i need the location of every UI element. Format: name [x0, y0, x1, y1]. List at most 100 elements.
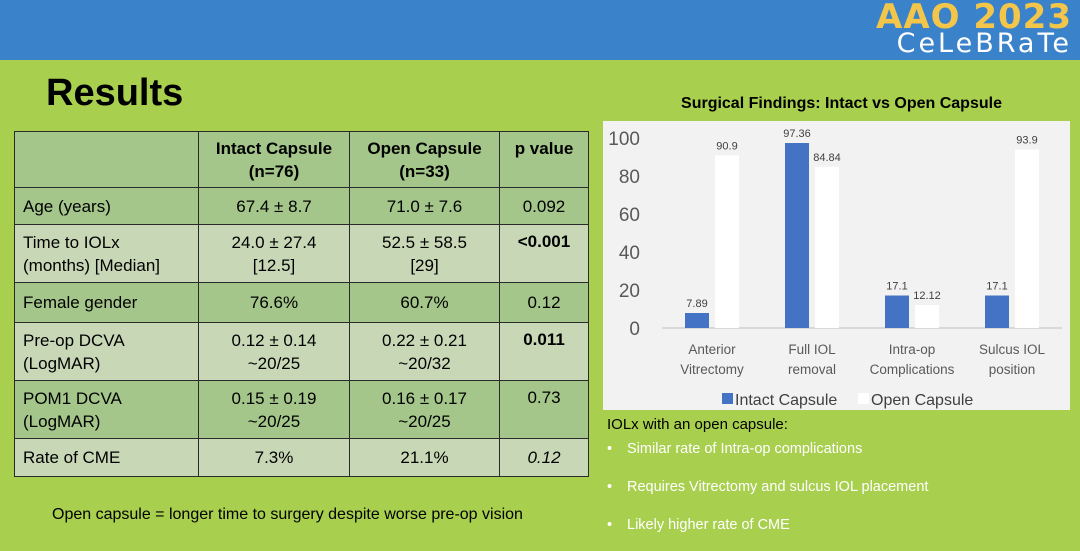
row-label: Rate of CME — [14, 438, 199, 477]
header-open-line1: Open Capsule — [367, 138, 482, 158]
row-label: POM1 DCVA (LogMAR) — [14, 380, 199, 439]
cell-text: ~20/32 — [398, 353, 451, 373]
notes-heading: IOLx with an open capsule: — [607, 416, 788, 433]
data-label: 90.9 — [716, 140, 737, 152]
table-row: Rate of CME 7.3% 21.1% 0.12 — [14, 438, 589, 477]
note-text: Similar rate of Intra-op complications — [627, 441, 863, 457]
cell-text: Time to IOLx — [23, 232, 120, 252]
bar — [815, 166, 839, 328]
intact-cell: 76.6% — [198, 282, 350, 323]
x-tick-label: Complications — [870, 362, 955, 377]
open-cell: 21.1% — [349, 438, 500, 477]
aao-logo: AAO 2023 CeLeBRaTe — [876, 0, 1072, 57]
y-tick-label: 100 — [608, 129, 640, 150]
note-text: Likely higher rate of CME — [627, 517, 790, 533]
open-cell: 71.0 ± 7.6 — [349, 187, 500, 225]
bar — [715, 155, 739, 328]
pvalue-cell: <0.001 — [499, 224, 589, 283]
cell-text: Age (years) — [23, 196, 111, 216]
x-tick-label: Vitrectomy — [680, 362, 744, 377]
bar — [1015, 149, 1039, 328]
cell-text: (LogMAR) — [23, 411, 101, 431]
pvalue-cell: 0.011 — [499, 322, 589, 381]
y-tick-label: 20 — [619, 281, 640, 302]
cell-text: 0.16 ± 0.17 — [382, 388, 467, 408]
intact-cell: 7.3% — [198, 438, 350, 477]
cell-text: ~20/25 — [247, 411, 301, 431]
x-tick-label: Anterior — [688, 342, 736, 357]
header-pvalue: p value — [499, 131, 589, 188]
cell-text: [12.5] — [252, 255, 296, 275]
cell-text: (months) [Median] — [23, 255, 160, 275]
pvalue-cell: 0.73 — [499, 380, 589, 439]
x-tick-label: position — [989, 362, 1036, 377]
cell-text: 0.12 — [527, 448, 561, 467]
y-tick-label: 40 — [619, 243, 640, 264]
bar — [885, 295, 909, 328]
y-tick-label: 80 — [619, 167, 640, 188]
table-row: Age (years) 67.4 ± 8.7 71.0 ± 7.6 0.092 — [14, 187, 589, 225]
cell-text: 7.3% — [254, 448, 294, 467]
cell-text: 24.0 ± 27.4 — [231, 232, 317, 252]
bar — [915, 304, 939, 328]
logo-subtitle: CeLeBRaTe — [896, 28, 1072, 59]
pvalue-cell: 0.12 — [499, 282, 589, 323]
row-label: Time to IOLx (months) [Median] — [14, 224, 199, 283]
notes-list: • Similar rate of Intra-op complications … — [607, 437, 1077, 551]
results-table: Intact Capsule (n=76) Open Capsule (n=33… — [14, 131, 589, 477]
data-label: 17.1 — [986, 281, 1007, 293]
intact-cell: 24.0 ± 27.4 [12.5] — [198, 224, 350, 283]
header-intact-line2: (n=76) — [248, 161, 300, 181]
legend-swatch — [858, 393, 869, 404]
data-label: 7.89 — [686, 298, 707, 310]
data-label: 17.1 — [886, 281, 907, 293]
pvalue-cell: 0.092 — [499, 187, 589, 225]
list-item: • Likely higher rate of CME — [607, 513, 1077, 551]
cell-text: Female gender — [23, 293, 138, 312]
cell-text: 0.12 ± 0.14 — [231, 330, 317, 350]
row-label: Pre-op DCVA (LogMAR) — [14, 322, 199, 381]
data-label: 93.9 — [1016, 135, 1037, 147]
cell-text: [29] — [410, 255, 439, 275]
footnote: Open capsule = longer time to surgery de… — [52, 506, 523, 523]
cell-text: 0.22 ± 0.21 — [382, 330, 467, 350]
x-tick-label: removal — [788, 362, 836, 377]
cell-text: 0.092 — [522, 196, 566, 216]
bullet-icon: • — [607, 479, 613, 495]
intact-cell: 0.12 ± 0.14 ~20/25 — [198, 322, 350, 381]
cell-text: 0.011 — [523, 330, 565, 349]
y-tick-label: 0 — [629, 319, 640, 340]
header-bar — [0, 0, 1080, 60]
table-row: Time to IOLx (months) [Median] 24.0 ± 27.… — [14, 224, 589, 283]
x-tick-label: Full IOL — [788, 342, 836, 357]
cell-text: Pre-op DCVA — [23, 330, 125, 350]
bar — [785, 143, 809, 328]
header-pvalue-label: p value — [514, 138, 574, 158]
chart-title: Surgical Findings: Intact vs Open Capsul… — [681, 95, 1002, 112]
row-label: Age (years) — [14, 187, 199, 225]
list-item: • Similar rate of Intra-op complications — [607, 437, 1077, 475]
note-text: Requires Vitrectomy and sulcus IOL place… — [627, 479, 929, 495]
cell-text: 60.7% — [400, 293, 449, 312]
data-label: 84.84 — [813, 152, 841, 164]
open-cell: 0.22 ± 0.21 ~20/32 — [349, 322, 500, 381]
legend-swatch — [722, 393, 733, 404]
cell-text: ~20/25 — [398, 411, 451, 431]
intact-cell: 0.15 ± 0.19 ~20/25 — [198, 380, 350, 439]
list-item: • Requires Vitrectomy and sulcus IOL plac… — [607, 475, 1077, 513]
bullet-icon: • — [607, 517, 613, 533]
legend-label: Intact Capsule — [735, 392, 837, 409]
table-row: POM1 DCVA (LogMAR) 0.15 ± 0.19 ~20/25 0.16… — [14, 380, 589, 439]
x-tick-label: Sulcus IOL — [979, 342, 1046, 357]
cell-text: 52.5 ± 58.5 — [382, 232, 467, 252]
legend-label: Open Capsule — [871, 392, 973, 409]
x-tick-label: Intra-op — [889, 342, 936, 357]
row-label: Female gender — [14, 282, 199, 323]
cell-text: 76.6% — [249, 293, 299, 312]
logo-year: AAO 2023 — [876, 0, 1072, 37]
cell-text: Rate of CME — [23, 448, 121, 467]
bullet-icon: • — [607, 441, 613, 457]
header-cell-blank — [14, 131, 199, 188]
cell-text: 71.0 ± 7.6 — [386, 196, 463, 216]
table-row: Pre-op DCVA (LogMAR) 0.12 ± 0.14 ~20/25 0.… — [14, 322, 589, 381]
